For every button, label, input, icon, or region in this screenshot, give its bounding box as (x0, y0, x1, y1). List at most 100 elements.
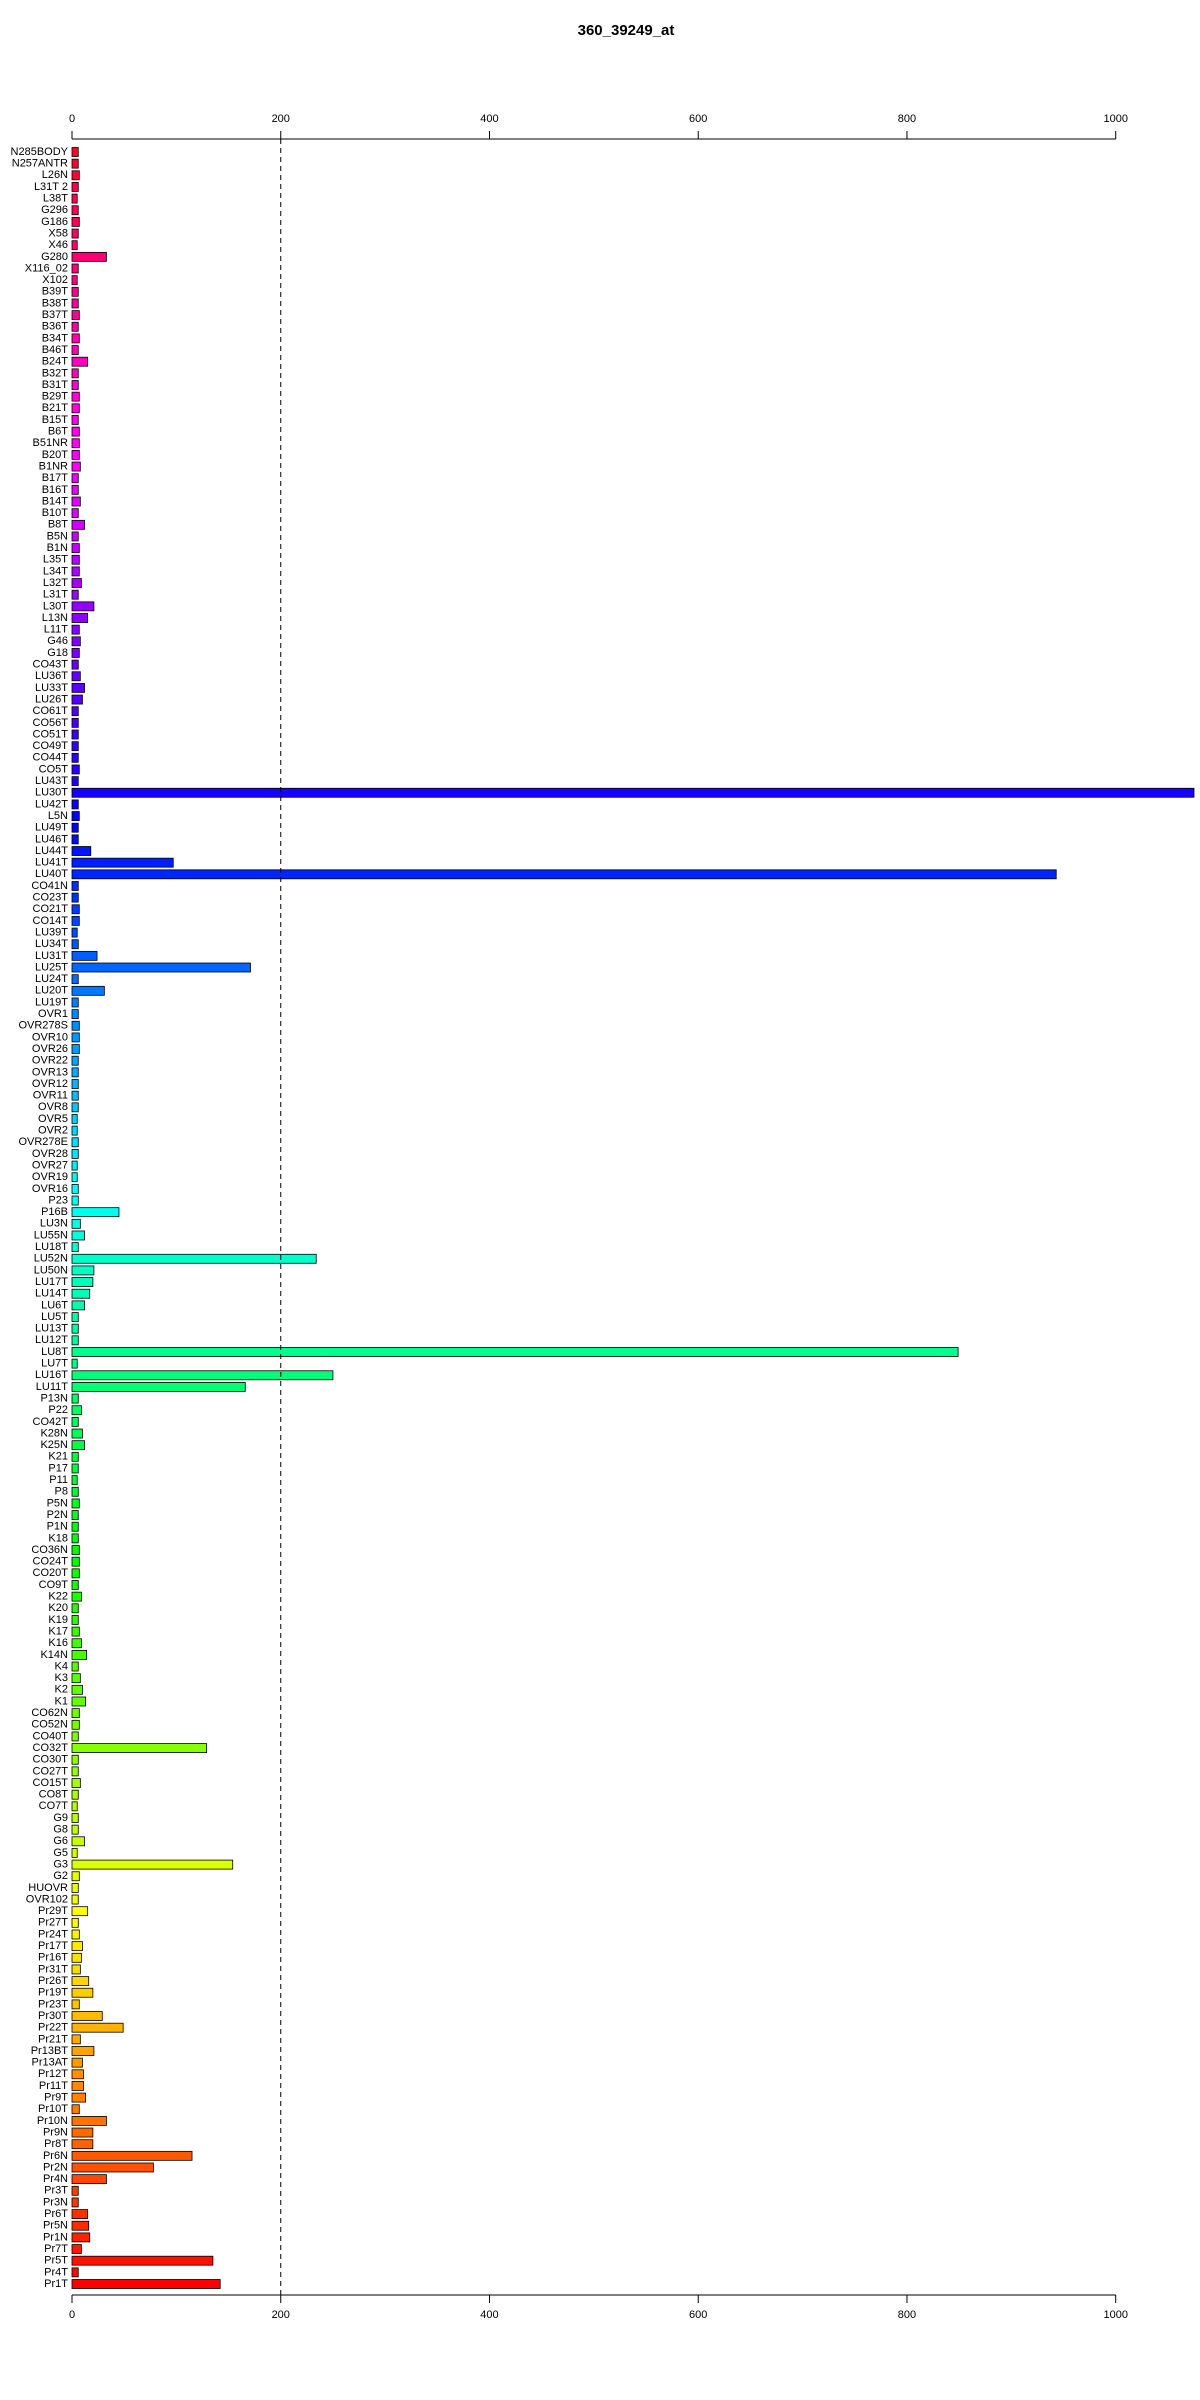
bar (71, 1277, 94, 1287)
y-tick-label: LU19T (35, 996, 68, 1008)
bar (71, 2139, 94, 2150)
y-tick-label: K16 (48, 1637, 68, 1649)
y-tick-label: K18 (48, 1532, 68, 1544)
y-tick-label: G8 (53, 1824, 68, 1836)
y-tick-label: LU11T (36, 1381, 68, 1393)
y-tick-label: B14T (42, 495, 69, 507)
y-tick-label: B16T (42, 484, 69, 496)
y-tick-label: CO52N (31, 1719, 68, 1731)
y-tick-label: LU52N (34, 1253, 68, 1265)
bar (71, 624, 80, 635)
bar (71, 1323, 79, 1334)
bar (71, 263, 79, 274)
y-tick-label: B5N (47, 530, 68, 542)
bar (71, 1160, 78, 1171)
x-tick-label: 1000 (1103, 2309, 1127, 2321)
y-tick-label: B32T (42, 367, 69, 379)
bar (71, 2197, 79, 2208)
y-tick-label: L30T (43, 600, 68, 612)
bar (71, 764, 80, 775)
y-tick-label: LU8T (41, 1346, 68, 1358)
y-tick-label: K25N (40, 1439, 68, 1451)
y-tick-label: N285BODY (11, 146, 69, 158)
bar (71, 1871, 80, 1882)
y-tick-label: CO15T (33, 1777, 69, 1789)
bar (71, 321, 79, 332)
bar (71, 2092, 86, 2103)
bar (71, 1743, 208, 1753)
bar (71, 1393, 79, 1404)
bar (71, 1684, 83, 1695)
y-tick-label: LU36T (35, 670, 68, 682)
bar (71, 1288, 91, 1299)
y-tick-label: OVR13 (32, 1066, 68, 1078)
bar (71, 484, 79, 495)
bar (71, 1312, 79, 1322)
y-tick-label: LU14T (35, 1288, 68, 1300)
y-tick-label: CO51T (33, 728, 69, 740)
bar (71, 298, 79, 309)
y-tick-label: CO23T (33, 892, 69, 904)
y-tick-label: G9 (53, 1812, 68, 1824)
bar (71, 950, 98, 961)
bar (71, 2255, 214, 2266)
bar (71, 1195, 79, 1206)
bar (71, 1079, 79, 1089)
y-tick-label: LU24T (35, 973, 68, 985)
bar (71, 1906, 89, 1917)
bar (71, 438, 80, 449)
bar (71, 1102, 79, 1113)
bar (71, 1789, 79, 1800)
bar (71, 147, 79, 157)
bar (71, 473, 79, 484)
bar (71, 554, 80, 565)
y-tick-label: N257ANTR (12, 158, 68, 170)
bar (71, 729, 79, 740)
bar (71, 1125, 78, 1136)
y-tick-label: LU12T (35, 1334, 68, 1346)
y-tick-label: LU7T (41, 1358, 68, 1370)
x-tick-label: 800 (898, 113, 916, 125)
y-tick-label: X116_02 (25, 262, 68, 274)
bar (71, 1253, 317, 1264)
bar (71, 717, 79, 728)
y-tick-label: CO41N (31, 880, 68, 892)
y-tick-label: CO27T (33, 1765, 69, 1777)
y-tick-label: L34T (43, 565, 68, 577)
y-tick-label: P16B (41, 1206, 68, 1218)
y-tick-label: Pr13AT (32, 2057, 69, 2069)
bar (71, 461, 81, 472)
bar (71, 636, 81, 647)
y-tick-label: B17T (42, 472, 69, 484)
bar (71, 1335, 79, 1346)
bar (71, 182, 79, 192)
bar (71, 1183, 79, 1194)
y-tick-label: LU42T (35, 798, 68, 810)
bar (71, 1451, 79, 1462)
y-tick-label: X46 (48, 239, 68, 251)
y-tick-label: Pr10T (38, 2103, 68, 2115)
bar (71, 1405, 82, 1416)
y-tick-label: L32T (43, 577, 68, 589)
bar (71, 2220, 90, 2231)
y-tick-label: LU20T (35, 985, 68, 997)
bar (71, 811, 80, 821)
bar (71, 694, 83, 705)
bar (71, 1114, 78, 1124)
bar (71, 345, 79, 355)
bar (71, 1836, 85, 1847)
y-tick-label: Pr9T (44, 2092, 68, 2104)
y-tick-label: LU34T (35, 938, 68, 950)
y-tick-label: L13N (42, 612, 68, 624)
bar (71, 380, 79, 390)
bar (71, 787, 1195, 798)
y-tick-label: G280 (41, 251, 68, 263)
bar (71, 1009, 79, 1020)
y-tick-label: LU40T (35, 868, 68, 880)
bar (71, 1859, 234, 1870)
y-tick-label: L31T (43, 589, 68, 601)
bar (71, 1848, 78, 1858)
y-tick-label: Pr17T (38, 1940, 68, 1952)
x-tick-label: 400 (480, 2309, 498, 2321)
y-tick-label: P17 (48, 1462, 68, 1474)
